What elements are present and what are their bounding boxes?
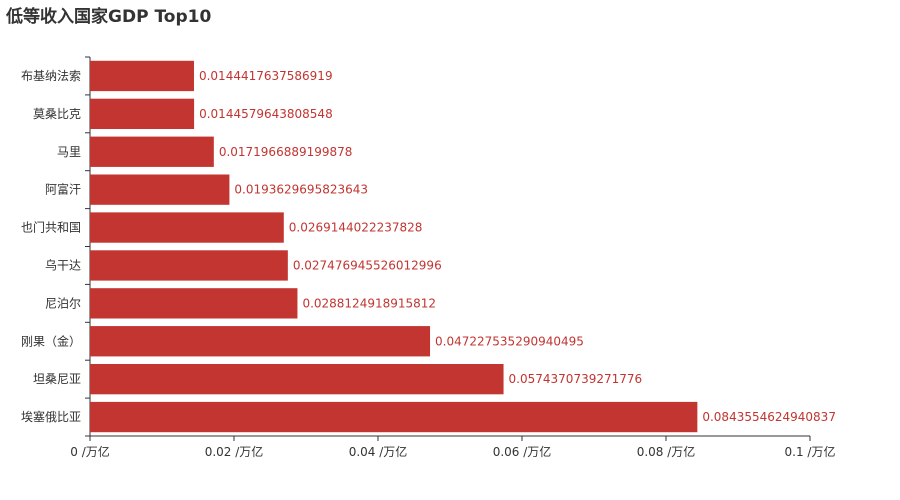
bar-value-label: 0.0171966889199878	[219, 145, 353, 159]
y-category-label: 埃塞俄比亚	[21, 409, 81, 424]
y-category-label: 也门共和国	[21, 220, 81, 235]
x-tick-label: 0 /万亿	[70, 444, 110, 459]
x-tick-label: 0.04 /万亿	[349, 444, 408, 459]
bars	[90, 60, 698, 433]
y-category-label: 刚果（金）	[21, 333, 81, 348]
bar[interactable]	[90, 60, 194, 92]
bar[interactable]	[90, 363, 504, 395]
x-tick-label: 0.08 /万亿	[637, 444, 696, 459]
bar[interactable]	[90, 174, 230, 205]
bar[interactable]	[90, 136, 214, 167]
data-labels: 0.0144417637586919 0.0144579643808548 0.01…	[199, 69, 836, 424]
y-category-label: 阿富汗	[45, 182, 81, 197]
y-category-label: 马里	[57, 145, 81, 159]
chart-title: 低等收入国家GDP Top10	[6, 7, 212, 27]
x-axis: 0 /万亿 0.02 /万亿 0.04 /万亿 0.06 /万亿 0.08 /万亿 0.1…	[70, 435, 836, 459]
x-tick-label: 0.06 /万亿	[493, 444, 552, 459]
bar-value-label: 0.0144417637586919	[199, 69, 333, 83]
bar[interactable]	[90, 288, 298, 319]
bar-value-label: 0.0269144022237828	[289, 221, 423, 235]
bar-value-label: 0.0843554624940837	[702, 410, 836, 424]
x-tick-label: 0.1 /万亿	[785, 444, 836, 459]
bar-value-label: 0.0193629695823643	[234, 183, 368, 197]
bar-value-label: 0.0574370739271776	[509, 372, 643, 386]
y-category-label: 布基纳法索	[21, 69, 81, 83]
y-category-label: 莫桑比克	[33, 107, 81, 121]
y-category-label: 坦桑尼亚	[33, 372, 81, 386]
bar-value-label: 0.027476945526012996	[293, 258, 442, 272]
bar-value-label: 0.0144579643808548	[199, 107, 333, 121]
bar-value-label: 0.047227535290940495	[435, 334, 584, 348]
bar[interactable]	[90, 401, 698, 433]
x-tick-label: 0.02 /万亿	[205, 444, 264, 459]
bar[interactable]	[90, 326, 431, 357]
bar[interactable]	[90, 250, 288, 281]
bar[interactable]	[90, 212, 284, 243]
y-category-label: 尼泊尔	[45, 295, 81, 310]
bar[interactable]	[90, 98, 195, 130]
bar-value-label: 0.0288124918915812	[302, 296, 436, 310]
y-category-label: 乌干达	[45, 257, 81, 272]
